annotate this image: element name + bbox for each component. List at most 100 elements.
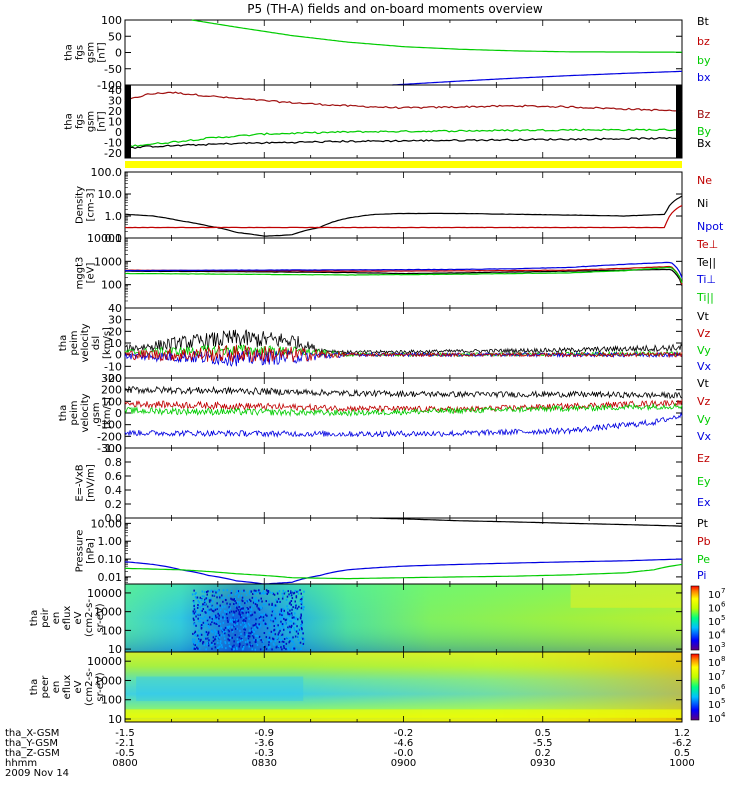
speckle-cell — [221, 597, 223, 600]
y-axis-label: peir — [40, 607, 51, 627]
speckle-cell — [253, 591, 255, 594]
speckle-cell — [213, 594, 216, 597]
speckle-cell — [218, 625, 220, 627]
y-tick-label: 0.0 — [105, 512, 123, 525]
speckle-cell — [250, 590, 252, 593]
date-label: 2009 Nov 14 — [5, 768, 69, 779]
speckle-cell — [195, 609, 198, 612]
speckle-cell — [268, 600, 270, 603]
speckle-cell — [248, 617, 250, 620]
speckle-cell — [265, 624, 267, 627]
speckle-cell — [242, 597, 245, 600]
speckle-cell — [240, 637, 242, 640]
colorbar-label: 10 — [708, 714, 721, 725]
speckle-cell — [233, 598, 235, 601]
speckle-cell — [291, 608, 293, 611]
speckle-cell — [288, 637, 291, 640]
speckle-cell — [278, 590, 281, 593]
speckle-cell — [241, 611, 244, 613]
speckle-cell — [259, 592, 261, 595]
speckle-cell — [297, 632, 299, 635]
speckle-cell — [273, 606, 275, 609]
legend-label-1: Vt — [697, 377, 710, 390]
series-line-2 — [392, 70, 683, 86]
speckle-cell — [211, 609, 214, 612]
speckle-cell — [196, 643, 198, 646]
speckle-cell — [254, 599, 256, 602]
series-line-3 — [125, 563, 683, 580]
speckle-cell — [283, 647, 285, 649]
speckle-cell — [258, 626, 261, 629]
speckle-cell — [238, 636, 241, 639]
speckle-cell — [287, 590, 289, 593]
speckle-cell — [263, 644, 265, 647]
speckle-cell — [206, 605, 209, 608]
speckle-cell — [236, 641, 239, 644]
speckle-cell — [214, 589, 216, 592]
speckle-cell — [193, 619, 195, 622]
speckle-cell — [199, 613, 201, 616]
speckle-cell — [271, 616, 274, 619]
speckle-cell — [209, 590, 211, 593]
speckle-cell — [213, 622, 216, 625]
speckle-cell — [199, 596, 202, 599]
speckle-cell — [251, 596, 254, 599]
colorbar-exponent: 7 — [721, 669, 725, 677]
speckle-cell — [280, 639, 283, 642]
speckle-cell — [207, 637, 209, 640]
speckle-cell — [272, 642, 275, 645]
series-line-2 — [124, 558, 682, 585]
speckle-cell — [227, 611, 230, 614]
speckle-cell — [221, 594, 223, 597]
x-axis-ticks — [124, 448, 683, 518]
speckle-cell — [218, 589, 220, 592]
speckle-cell — [245, 601, 248, 604]
speckle-cell — [258, 607, 260, 610]
speckle-cell — [214, 608, 217, 611]
speckle-cell — [192, 632, 194, 635]
y-tick-label: 300 — [101, 372, 122, 385]
legend-label-3: Bx — [697, 137, 712, 150]
speckle-cell — [241, 596, 244, 599]
colorbar — [690, 653, 700, 721]
speckle-cell — [211, 594, 214, 597]
speckle-cell — [277, 624, 279, 627]
speckle-cell — [237, 590, 240, 593]
speckle-cell — [279, 627, 282, 630]
speckle-cell — [228, 639, 231, 642]
speckle-cell — [266, 593, 268, 595]
speckle-cell — [282, 608, 284, 611]
speckle-cell — [258, 590, 261, 593]
speckle-cell — [194, 644, 196, 647]
x-axis-ticks — [124, 20, 683, 85]
speckle-cell — [274, 617, 277, 620]
speckle-cell — [294, 635, 297, 638]
speckle-cell — [244, 591, 246, 594]
x-tick-value: 0830 — [252, 758, 277, 769]
speckle-cell — [212, 616, 215, 619]
speckle-cell — [277, 645, 280, 648]
speckle-cell — [240, 594, 243, 597]
speckle-cell — [218, 614, 220, 617]
speckle-cell — [192, 638, 194, 641]
speckle-cell — [192, 610, 194, 613]
x-row-label: hhmm — [5, 758, 37, 769]
speckle-cell — [290, 626, 292, 629]
speckle-cell — [279, 638, 281, 641]
y-axis-label: velocity — [80, 323, 91, 362]
speckle-cell — [203, 601, 206, 604]
speckle-cell — [268, 636, 271, 639]
speckle-cell — [272, 634, 274, 636]
speckle-cell — [215, 631, 218, 633]
speckle-cell — [301, 622, 303, 625]
speckle-cell — [201, 590, 204, 593]
speckle-cell — [282, 595, 284, 598]
speckle-cell — [201, 605, 203, 608]
speckle-cell — [248, 592, 251, 595]
x-tick-value: -6.2 — [672, 738, 692, 749]
speckle-cell — [232, 620, 235, 623]
y-tick-label: 10000 — [87, 232, 122, 245]
speckle-cell — [302, 608, 305, 611]
